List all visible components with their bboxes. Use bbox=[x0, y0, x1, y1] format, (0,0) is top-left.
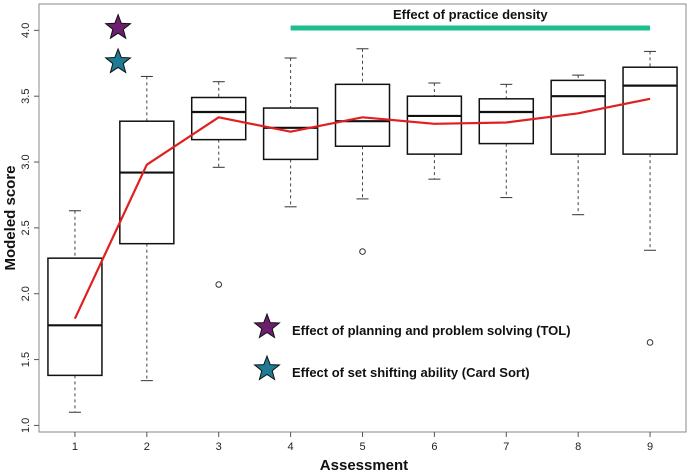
y-tick-label: 3.0 bbox=[20, 154, 32, 169]
x-tick-label: 7 bbox=[503, 441, 509, 453]
legend-label-card-sort: Effect of set shifting ability (Card Sor… bbox=[292, 365, 530, 380]
y-tick-label: 3.5 bbox=[20, 89, 32, 104]
practice-density-label: Effect of practice density bbox=[393, 7, 548, 22]
legend-label-tol: Effect of planning and problem solving (… bbox=[292, 323, 571, 338]
box-2 bbox=[119, 75, 175, 382]
box-7 bbox=[478, 83, 535, 199]
box-4 bbox=[262, 57, 319, 208]
y-tick-label: 2.0 bbox=[20, 286, 32, 301]
box-6 bbox=[406, 82, 463, 180]
practice-density-annotation: Effect of practice density bbox=[290, 7, 651, 31]
box-series bbox=[47, 48, 678, 413]
teal-star-icon bbox=[253, 354, 281, 381]
x-tick-label: 5 bbox=[359, 441, 365, 453]
purple-star-icon bbox=[253, 312, 281, 339]
box-iqr bbox=[622, 66, 678, 155]
legend-item-tol: Effect of planning and problem solving (… bbox=[253, 312, 571, 339]
outlier-point bbox=[215, 281, 223, 288]
y-axis: 1.0 1.5 2.0 2.5 3.0 3.5 4.0 bbox=[20, 23, 39, 433]
box-iqr bbox=[119, 120, 175, 245]
box-iqr bbox=[334, 83, 391, 147]
y-tick-label: 1.5 bbox=[20, 352, 32, 367]
legend: Effect of planning and problem solving (… bbox=[253, 312, 571, 381]
mean-trend-line bbox=[73, 97, 651, 320]
box-1 bbox=[47, 210, 103, 413]
legend-item-card-sort: Effect of set shifting ability (Card Sor… bbox=[253, 354, 530, 381]
box-9 bbox=[622, 50, 678, 346]
x-axis-title: Assessment bbox=[320, 457, 408, 474]
y-tick-label: 1.0 bbox=[20, 418, 32, 433]
box-5 bbox=[334, 48, 391, 255]
box-iqr bbox=[406, 95, 463, 155]
box-iqr bbox=[550, 79, 606, 155]
box-3 bbox=[190, 81, 247, 288]
y-tick-label: 4.0 bbox=[20, 23, 32, 38]
x-tick-label: 3 bbox=[216, 441, 222, 453]
star-markers bbox=[104, 13, 132, 74]
tol-star-icon bbox=[104, 13, 132, 40]
x-axis: 1 2 3 4 5 6 7 8 9 bbox=[72, 432, 653, 453]
y-tick-label: 2.5 bbox=[20, 220, 32, 235]
box-iqr bbox=[478, 98, 535, 145]
x-tick-label: 9 bbox=[647, 441, 653, 453]
x-tick-label: 1 bbox=[72, 441, 78, 453]
outlier-point bbox=[646, 339, 654, 346]
box-iqr bbox=[262, 107, 319, 161]
y-axis-title: Modeled score bbox=[2, 165, 19, 270]
card-sort-star-icon bbox=[104, 47, 132, 74]
box-8 bbox=[550, 74, 606, 216]
x-tick-label: 4 bbox=[288, 441, 294, 453]
x-tick-label: 6 bbox=[431, 441, 437, 453]
outlier-point bbox=[359, 248, 366, 255]
x-tick-label: 8 bbox=[575, 441, 581, 453]
trend-series bbox=[73, 97, 651, 320]
x-tick-label: 2 bbox=[144, 441, 150, 453]
